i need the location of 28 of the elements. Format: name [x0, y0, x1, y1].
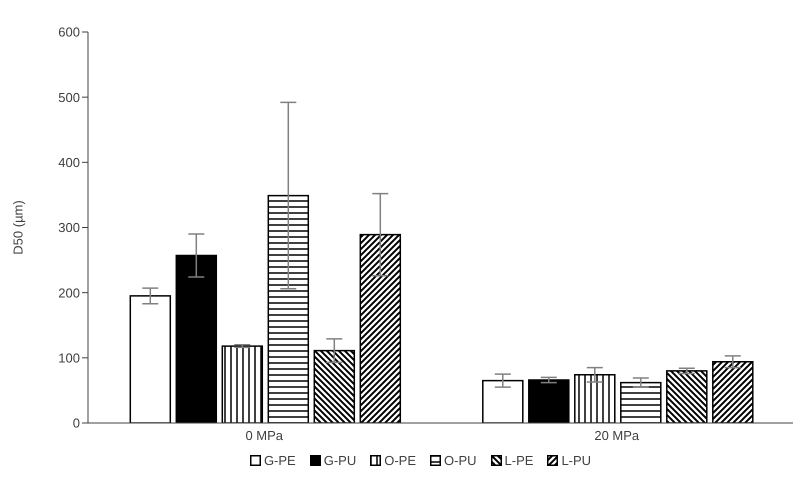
y-tick-label: 200: [58, 285, 80, 300]
bar: [176, 254, 218, 423]
y-tick-label: 0: [72, 416, 80, 431]
bar: [130, 295, 172, 423]
legend-label: L-PE: [504, 453, 534, 468]
x-tick-label: 0 MPa: [245, 428, 284, 444]
legend-label: G-PU: [324, 453, 356, 468]
y-tick-label: 300: [58, 220, 80, 236]
bar: [268, 194, 310, 423]
legend-label: L-PU: [561, 453, 592, 468]
y-axis-title: D50 (µm): [10, 200, 26, 255]
legend-label: G-PE: [264, 453, 296, 468]
y-tick-label: 400: [58, 154, 80, 170]
y-tick-label: 100: [58, 350, 80, 366]
bar: [666, 370, 708, 423]
bar: [482, 380, 524, 423]
bar: [222, 345, 264, 423]
bar: [528, 379, 570, 423]
bar: [712, 360, 754, 423]
y-tick-label: 500: [58, 90, 80, 105]
y-tick-label: 600: [58, 24, 80, 40]
legend-label: O-PE: [384, 453, 416, 468]
bar: [360, 234, 402, 423]
legend-label: O-PU: [444, 453, 477, 468]
bar: [574, 374, 616, 423]
bar: [620, 382, 662, 423]
x-tick-label: 20 MPa: [594, 428, 640, 444]
bar: [314, 350, 356, 423]
